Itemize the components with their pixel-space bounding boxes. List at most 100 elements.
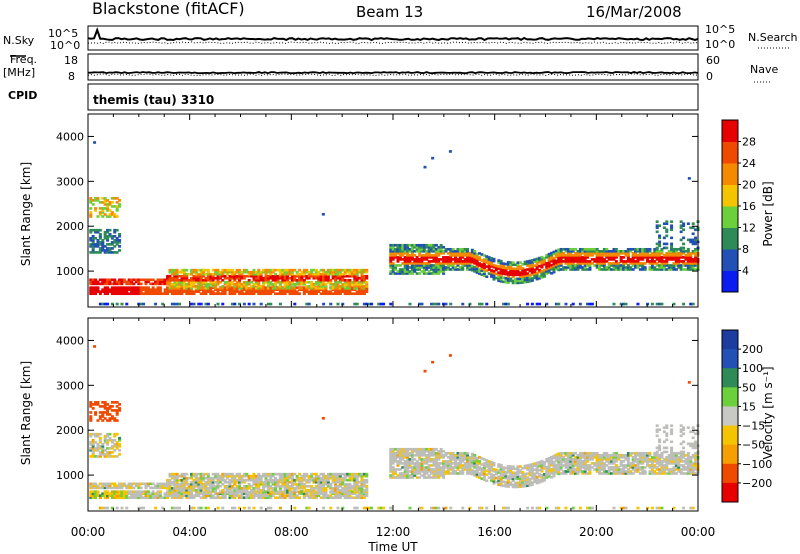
velocity-cell [437, 453, 441, 457]
velocity-cell [439, 453, 443, 457]
velocity-cell [178, 474, 182, 478]
power-cell [418, 245, 422, 249]
velocity-cell [432, 464, 436, 467]
velocity-cell [446, 462, 450, 465]
power-cell [288, 272, 292, 276]
power-cell [98, 213, 102, 216]
power-cell [418, 262, 422, 265]
power-cell [206, 288, 210, 291]
velocity-cell [571, 462, 575, 465]
velocity-cell [526, 482, 530, 485]
velocity-cell [516, 475, 520, 479]
power-cell [89, 207, 93, 210]
power-cell [211, 285, 215, 288]
velocity-cell [221, 474, 225, 478]
velocity-cell [401, 453, 405, 457]
power-cell [439, 247, 443, 251]
velocity-cell [518, 471, 522, 474]
velocity-cell [168, 489, 172, 492]
velocity-cell [569, 466, 573, 469]
power-cell [127, 278, 131, 282]
power-cell [410, 270, 414, 273]
power-cell [185, 276, 189, 280]
power-cell [91, 228, 95, 232]
power-cell [194, 268, 198, 272]
power-cell [326, 292, 330, 296]
power-cell [274, 280, 278, 284]
velocity-cell [329, 496, 333, 500]
power-cell [106, 278, 110, 282]
power-cell [175, 285, 179, 288]
power-cell [581, 256, 585, 259]
power-cell [540, 259, 544, 263]
power-cell [240, 287, 244, 290]
power-cell [192, 302, 196, 306]
power-cell [528, 259, 532, 263]
power-cell [461, 254, 465, 257]
velocity-cell [266, 496, 270, 500]
power-cell [586, 252, 590, 255]
power-cell [281, 290, 285, 294]
power-cell [677, 264, 681, 267]
power-cell [617, 268, 621, 271]
power-cell [406, 264, 410, 267]
power-cell [154, 282, 158, 286]
power-cell [185, 285, 189, 288]
power-cell [98, 232, 102, 236]
velocity-cell [494, 476, 498, 480]
velocity-cell [151, 494, 155, 498]
velocity-cell [103, 496, 107, 500]
power-cell [235, 274, 239, 278]
velocity-cell [473, 470, 477, 473]
velocity-cell [226, 486, 230, 490]
velocity-cell [98, 438, 102, 442]
velocity-cell [245, 494, 249, 498]
power-cell [554, 259, 558, 263]
power-cell [91, 243, 95, 246]
power-cell [408, 256, 412, 259]
power-cell [530, 267, 534, 270]
power-cell [101, 207, 105, 210]
velocity-cell [290, 491, 294, 494]
power-cell [115, 201, 119, 204]
velocity-cell [146, 482, 150, 486]
power-cell [170, 285, 174, 288]
power-cell [646, 247, 650, 251]
power-cell [672, 266, 676, 269]
power-cell [523, 260, 527, 264]
power-cell [134, 278, 138, 282]
velocity-cell [166, 490, 170, 493]
power-cell [612, 258, 616, 261]
velocity-cell [506, 481, 510, 484]
velocity-cell [418, 453, 422, 457]
power-cell [178, 285, 182, 288]
power-cell [101, 290, 105, 294]
power-cell [665, 256, 669, 259]
power-cell [485, 261, 489, 264]
power-cell [137, 288, 141, 291]
velocity-cell [204, 484, 208, 488]
power-cell [427, 270, 431, 273]
power-cell [634, 254, 638, 257]
velocity-cell [106, 492, 110, 495]
power-cell [461, 262, 465, 265]
velocity-cell [235, 484, 239, 488]
power-cell [403, 247, 407, 251]
power-cell [535, 277, 539, 281]
power-cell [410, 262, 414, 265]
velocity-cell [518, 483, 522, 487]
power-cell [250, 287, 254, 290]
power-cell [499, 267, 503, 271]
power-cell [106, 288, 110, 291]
power-cell [605, 249, 609, 253]
power-cell [365, 302, 369, 306]
power-cell [470, 256, 474, 260]
power-cell [545, 255, 549, 259]
power-cell [454, 252, 458, 255]
velocity-cell [202, 494, 206, 498]
velocity-cell [329, 484, 333, 488]
power-cell [110, 290, 114, 294]
power-cell [175, 278, 179, 282]
velocity-cell [358, 486, 362, 490]
velocity-cell [288, 486, 292, 490]
